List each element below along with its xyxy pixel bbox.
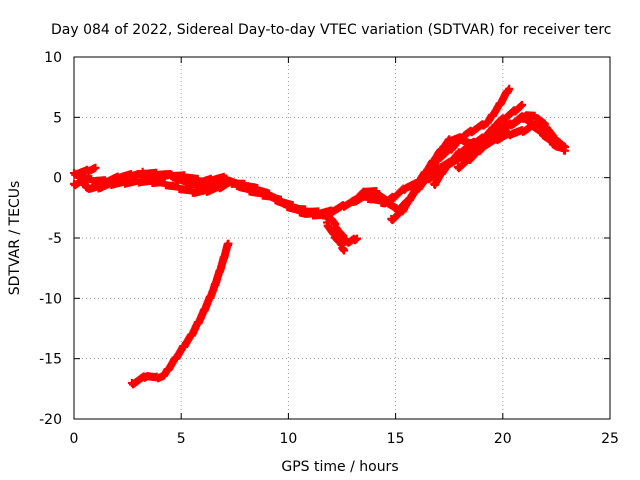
x-tick-label: 15 [387, 431, 405, 447]
series-track-1 [70, 163, 100, 179]
data-point [353, 234, 361, 243]
data-series [70, 84, 569, 389]
chart-title: Day 084 of 2022, Sidereal Day-to-day VTE… [51, 22, 611, 38]
series-track-10 [127, 239, 233, 389]
x-tick-label: 25 [601, 431, 619, 447]
series-track-5 [323, 218, 349, 255]
y-tick-label: 10 [44, 50, 62, 66]
axis-ticks: 0 5 10 15 20 25 10 5 0 -5 -10 -15 -20 [39, 50, 619, 447]
data-point [224, 239, 233, 248]
data-point [91, 163, 100, 172]
y-tick-label: 5 [53, 110, 62, 126]
x-axis-label: GPS time / hours [281, 459, 398, 475]
x-tick-label: 10 [279, 431, 297, 447]
y-tick-label: -15 [39, 352, 62, 368]
data-point [222, 174, 231, 183]
data-point [340, 246, 349, 255]
data-point [505, 84, 514, 93]
x-tick-label: 20 [494, 431, 512, 447]
x-tick-label: 0 [70, 431, 79, 447]
data-point [558, 143, 567, 152]
series-track-9 [453, 111, 567, 173]
y-axis-label: SDTVAR / TECUs [7, 181, 23, 296]
data-point [518, 100, 527, 109]
y-tick-label: -5 [48, 231, 62, 247]
y-tick-label: 0 [53, 171, 62, 187]
x-tick-label: 5 [177, 431, 186, 447]
y-tick-label: -10 [39, 291, 62, 307]
y-tick-label: -20 [39, 412, 62, 428]
series-track-4 [138, 167, 231, 186]
series-track-8 [430, 100, 527, 189]
